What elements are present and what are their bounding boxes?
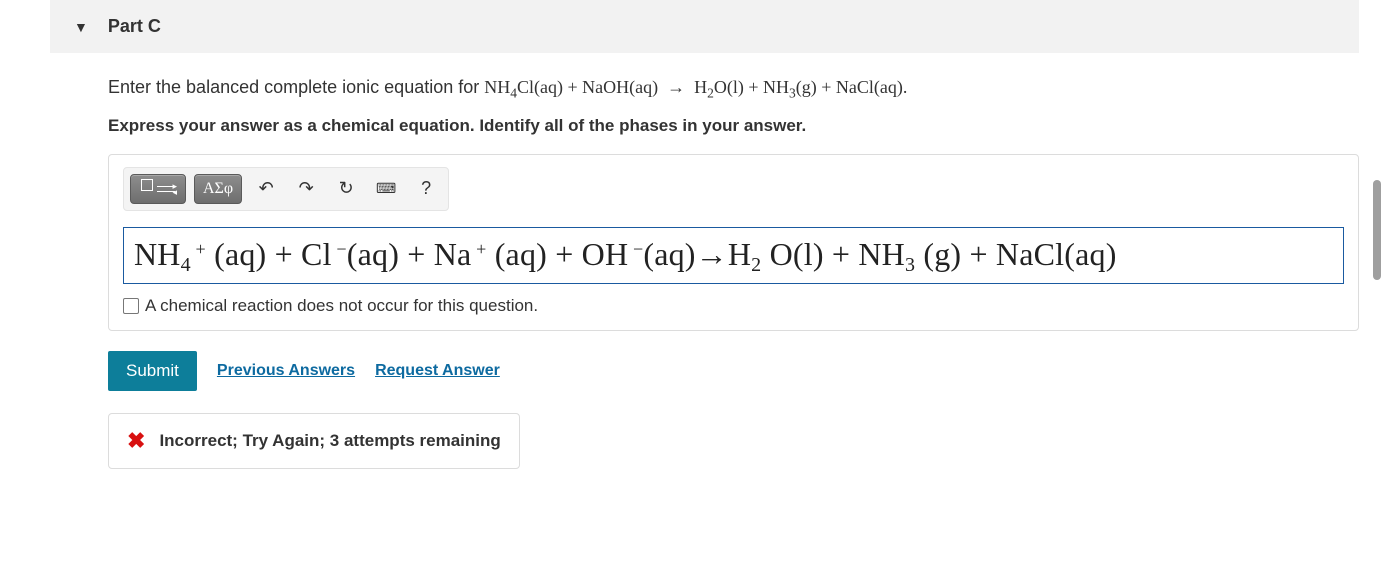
scrollbar-thumb[interactable] xyxy=(1373,180,1381,280)
keyboard-button[interactable]: ⌨ xyxy=(370,174,402,204)
question-page: ▼ Part C Enter the balanced complete ion… xyxy=(0,0,1381,582)
collapse-arrow-icon: ▼ xyxy=(74,19,88,35)
action-row: Submit Previous Answers Request Answer xyxy=(108,351,1359,391)
undo-button[interactable]: ↶ xyxy=(250,174,282,204)
reset-button[interactable]: ↻ xyxy=(330,174,362,204)
greek-palette-button[interactable]: ΑΣφ xyxy=(194,174,242,204)
feedback-panel: ✖ Incorrect; Try Again; 3 attempts remai… xyxy=(108,413,520,469)
part-title: Part C xyxy=(108,16,161,37)
template-palette-button[interactable]: ▸◂ xyxy=(130,174,186,204)
request-answer-link[interactable]: Request Answer xyxy=(375,362,500,380)
help-button[interactable]: ? xyxy=(410,174,442,204)
equation-toolbar: ▸◂ ΑΣφ ↶ ↷ ↻ ⌨ ? xyxy=(123,167,449,211)
no-reaction-label: A chemical reaction does not occur for t… xyxy=(145,296,538,316)
answer-box: ▸◂ ΑΣφ ↶ ↷ ↻ ⌨ ? NH4 + (aq) + Cl −(aq) +… xyxy=(108,154,1359,331)
no-reaction-checkbox[interactable] xyxy=(123,298,139,314)
prompt-instruction: Express your answer as a chemical equati… xyxy=(108,116,1359,136)
no-reaction-row[interactable]: A chemical reaction does not occur for t… xyxy=(123,296,1344,316)
question-prompt: Enter the balanced complete ionic equati… xyxy=(108,77,1359,102)
part-header[interactable]: ▼ Part C xyxy=(50,0,1359,53)
prompt-equation: NH4Cl(aq) + NaOH(aq) → H2O(l) + NH3(g) +… xyxy=(484,77,907,97)
feedback-text: Incorrect; Try Again; 3 attempts remaini… xyxy=(159,431,500,451)
prompt-lead: Enter the balanced complete ionic equati… xyxy=(108,77,484,97)
template-icon: ▸◂ xyxy=(141,183,175,195)
question-content: Enter the balanced complete ionic equati… xyxy=(50,77,1381,469)
previous-answers-link[interactable]: Previous Answers xyxy=(217,362,355,380)
submit-button[interactable]: Submit xyxy=(108,351,197,391)
redo-button[interactable]: ↷ xyxy=(290,174,322,204)
incorrect-icon: ✖ xyxy=(127,428,145,454)
equation-input[interactable]: NH4 + (aq) + Cl −(aq) + Na + (aq) + OH −… xyxy=(123,227,1344,284)
